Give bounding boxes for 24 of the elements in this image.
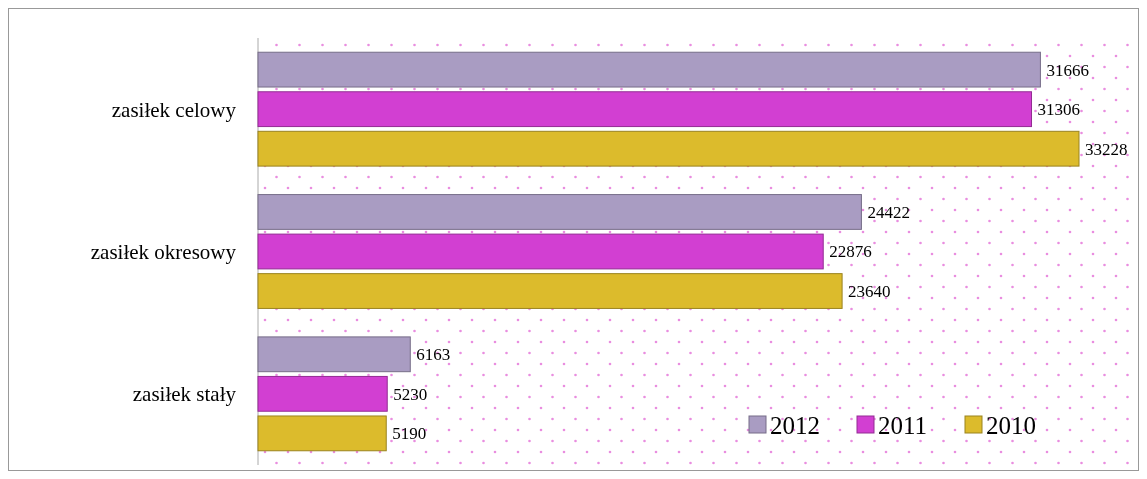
legend-label: 2012 — [770, 411, 820, 439]
bar — [257, 194, 862, 230]
data-label: 23640 — [848, 281, 891, 301]
data-label: 22876 — [829, 242, 872, 262]
legend-label: 2010 — [986, 411, 1036, 439]
y-tick-label: zasiłek stały — [132, 382, 237, 407]
data-label: 31306 — [1037, 100, 1081, 120]
bar — [257, 91, 1033, 128]
data-label: 5190 — [392, 424, 427, 444]
bar — [257, 415, 387, 452]
data-label: 33228 — [1085, 139, 1128, 159]
y-tick-label: zasiłek okresowy — [90, 239, 237, 264]
bar — [257, 233, 824, 270]
data-label: 6163 — [416, 345, 451, 365]
legend-label: 2011 — [878, 411, 928, 439]
bar — [257, 51, 1041, 88]
bar — [257, 336, 411, 373]
data-label: 31666 — [1046, 60, 1089, 80]
y-tick-label: zasiłek celowy — [111, 97, 237, 122]
bar — [257, 273, 843, 309]
bar — [257, 375, 388, 412]
data-label: 5230 — [393, 384, 428, 404]
data-label: 24422 — [867, 202, 910, 222]
bar — [257, 130, 1080, 167]
